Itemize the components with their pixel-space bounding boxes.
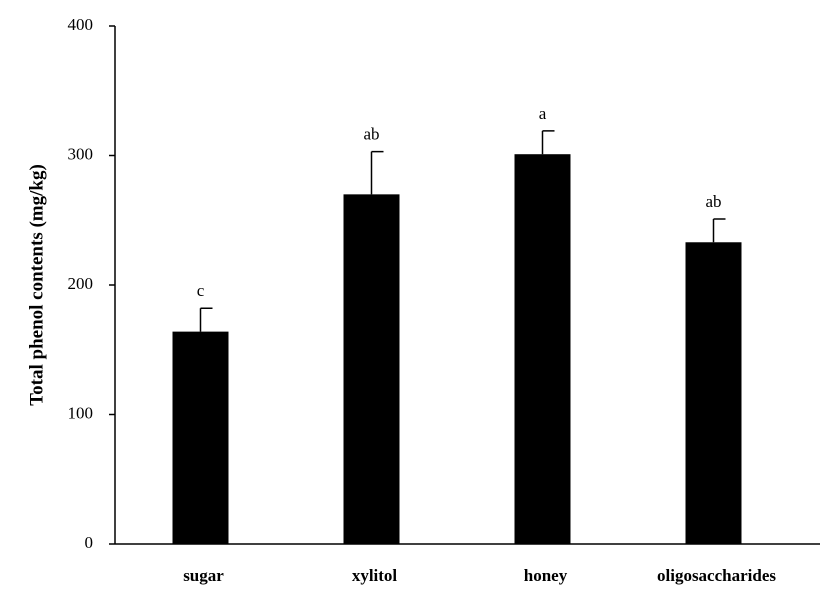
- bar: [514, 154, 571, 544]
- x-tick-label: oligosaccharides: [657, 566, 776, 585]
- error-bar: [370, 150, 384, 195]
- annotation: ab: [705, 192, 721, 211]
- y-tick-label: 200: [68, 274, 94, 293]
- y-axis-label: Total phenol contents (mg/kg): [26, 164, 47, 406]
- y-tick-label: 400: [68, 15, 94, 34]
- x-tick-label: honey: [524, 566, 568, 585]
- bar: [685, 242, 742, 544]
- bar: [343, 194, 400, 544]
- x-tick-label: sugar: [183, 566, 224, 585]
- y-tick-label: 0: [85, 533, 94, 552]
- x-tick-label: xylitol: [352, 566, 398, 585]
- error-bar: [712, 218, 726, 243]
- y-tick-label: 300: [68, 144, 94, 163]
- bar: [172, 331, 229, 544]
- annotation: ab: [363, 125, 379, 144]
- annotation: c: [197, 281, 205, 300]
- y-tick-label: 100: [68, 403, 94, 422]
- error-bar: [541, 130, 555, 155]
- error-bar: [199, 307, 213, 332]
- annotation: a: [539, 104, 547, 123]
